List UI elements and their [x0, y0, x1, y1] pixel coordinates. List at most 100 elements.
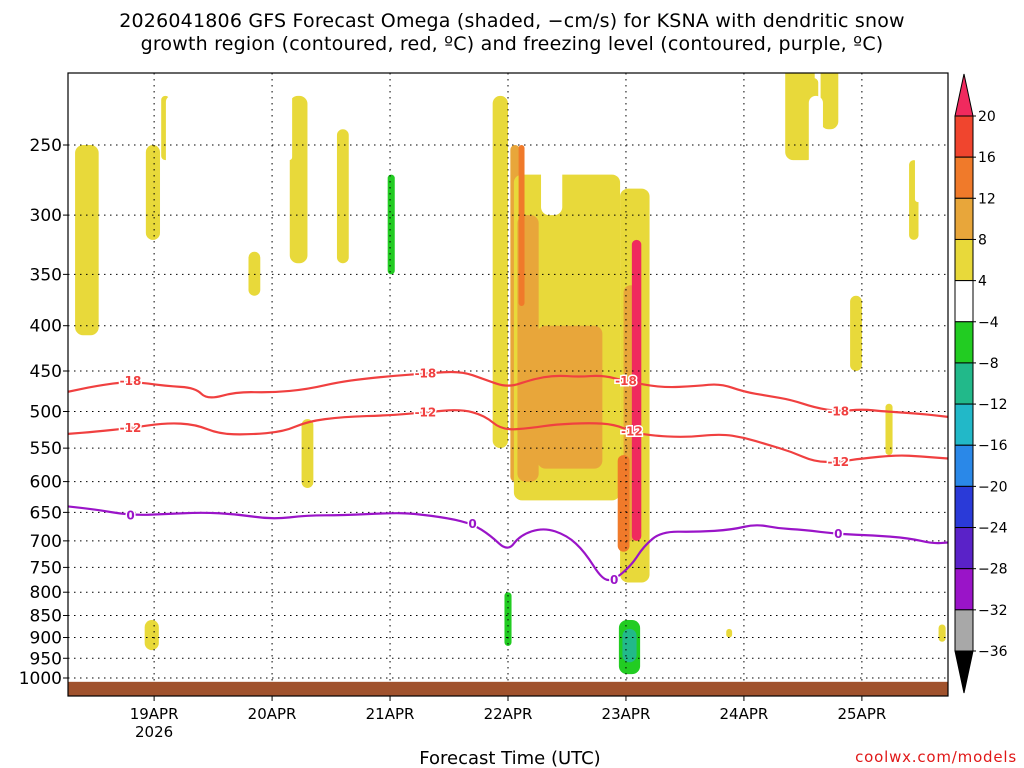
omega-patch-4 [537, 325, 603, 469]
omega-patch-52 [622, 628, 637, 663]
omega-patch-27 [177, 251, 186, 442]
contour-label-1-2: -12 [621, 425, 643, 439]
colorbar-label-3: 8 [978, 232, 987, 248]
contour-label-0-3: -18 [827, 405, 849, 419]
omega-patch-16 [336, 129, 349, 264]
colorbar-segment-3 [954, 238, 974, 282]
omega-patch-32 [413, 188, 428, 345]
omega-patch-22 [938, 624, 946, 642]
omega-patch-40 [694, 73, 702, 175]
omega-patch-9 [617, 455, 630, 552]
contour-label-2-1: 0 [468, 517, 476, 531]
omega-patch-36 [541, 73, 563, 216]
omega-patch-29 [234, 481, 241, 552]
colorbar-segment-2 [954, 197, 974, 240]
omega-patch-49 [387, 174, 395, 275]
colorbar-label-0: 20 [978, 109, 996, 125]
y-tick-label-350: 350 [30, 265, 62, 285]
omega-patch-28 [201, 335, 209, 434]
y-tick-label-800: 800 [30, 583, 62, 603]
y-tick-label-300: 300 [30, 206, 62, 226]
y-tick-label-750: 750 [30, 558, 62, 578]
credit-text: coolwx.com/models [855, 748, 1017, 766]
y-tick-label-250: 250 [30, 136, 62, 156]
contour-labels: -18 -18 -18 -18 -12 -12 -12 -12 0 0 0 0 [118, 365, 850, 588]
omega-patch-23 [144, 620, 159, 651]
colorbar-top-triangle [954, 73, 974, 117]
omega-patch-41 [651, 73, 659, 306]
omega-patch-13 [248, 251, 261, 296]
omega-patch-45 [797, 592, 809, 634]
omega-patch-11 [145, 145, 161, 240]
colorbar-segment-1 [954, 156, 974, 199]
y-tick-label-400: 400 [30, 317, 62, 337]
x-tick-label-22APR: 22APR [484, 705, 533, 723]
x-axis-title: Forecast Time (UTC) [419, 748, 600, 768]
contour-label-0-1: -18 [415, 367, 437, 381]
y-tick-label-700: 700 [30, 532, 62, 552]
omega-patch-19 [885, 403, 893, 456]
omega-patch-46 [808, 95, 823, 240]
omega-patch-17 [785, 73, 815, 161]
colorbar-segment-10 [954, 527, 974, 570]
contour-label-2-3: 0 [834, 527, 842, 541]
y-tick-label-850: 850 [30, 607, 62, 627]
omega-patch-8 [631, 239, 642, 541]
colorbar-segment-9 [954, 485, 974, 529]
colorbar-label-1: 16 [978, 150, 996, 166]
colorbar-label-4: 4 [978, 274, 987, 290]
x-tick-label-19APR: 19APR [130, 705, 179, 723]
contour-label-1-0: -12 [120, 421, 142, 435]
x-tick-label-25APR: 25APR [837, 705, 886, 723]
colorbar-segment-11 [954, 568, 974, 611]
colorbar-label-10: −24 [978, 521, 1008, 537]
omega-patch-25 [726, 628, 733, 638]
omega-patch-15 [301, 419, 314, 488]
y-tick-label-650: 650 [30, 503, 62, 523]
omega-patch-0 [492, 95, 508, 449]
contour-label-0-2: -18 [615, 374, 637, 388]
y-axis: 2503003504004505005506006507007508008509… [19, 136, 68, 689]
omega-patch-39 [655, 601, 668, 671]
x-tick-label-20APR: 20APR [248, 705, 297, 723]
omega-patch-14 [289, 95, 308, 264]
ground-layer [68, 681, 948, 696]
omega-patch-37 [569, 73, 582, 161]
y-tick-label-450: 450 [30, 362, 62, 382]
colorbar-segment-5 [954, 321, 974, 364]
y-tick-label-500: 500 [30, 403, 62, 423]
omega-patch-44 [785, 455, 795, 519]
contour-label-2-0: 0 [126, 508, 134, 522]
colorbar-label-13: −36 [978, 644, 1008, 660]
colorbar-segment-8 [954, 444, 974, 487]
colorbar-segment-4 [954, 280, 974, 323]
omega-patch-10 [75, 145, 99, 336]
contour-line-2 [68, 505, 948, 582]
omega-patch-26 [165, 95, 178, 264]
x-tick-label-23APR: 23APR [602, 705, 651, 723]
colorbar-segment-7 [954, 403, 974, 446]
omega-patch-30 [286, 73, 293, 161]
colorbar-label-5: −4 [978, 315, 999, 331]
omega-patch-48 [914, 112, 921, 203]
contour-label-1-3: -12 [827, 455, 849, 469]
contour-line-1 [68, 409, 948, 463]
colorbar-label-8: −16 [978, 438, 1008, 454]
omega-patch-43 [797, 353, 809, 404]
x-tick-label-21APR: 21APR [366, 705, 415, 723]
chart-title-line-1: 2026041806 GFS Forecast Omega (shaded, −… [119, 10, 905, 32]
contour-line-0 [68, 370, 948, 418]
omega-patch-20 [850, 295, 862, 371]
omega-patch-42 [785, 188, 798, 363]
colorbar-label-2: 12 [978, 191, 996, 207]
ground-strip [68, 681, 948, 696]
chart-title-line-2: growth region (contoured, red, ºC) and f… [140, 33, 884, 55]
colorbar-label-12: −32 [978, 603, 1008, 619]
y-tick-label-600: 600 [30, 473, 62, 493]
contour-label-1-1: -12 [415, 405, 437, 419]
colorbar: 20 16 12 8 4 −4 −8 −12 −16 −20 −24 −28 −32 −36 [954, 73, 1008, 694]
colorbar-bottom-triangle [954, 650, 974, 694]
colorbar-segment-0 [954, 115, 974, 158]
omega-patch-33 [449, 274, 461, 449]
colorbar-segment-12 [954, 609, 974, 652]
